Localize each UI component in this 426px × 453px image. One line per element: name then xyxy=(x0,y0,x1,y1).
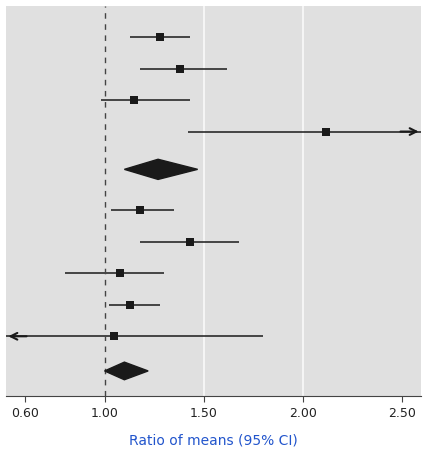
X-axis label: Ratio of means (95% CI): Ratio of means (95% CI) xyxy=(129,434,297,448)
Polygon shape xyxy=(124,159,197,179)
Polygon shape xyxy=(104,362,148,380)
